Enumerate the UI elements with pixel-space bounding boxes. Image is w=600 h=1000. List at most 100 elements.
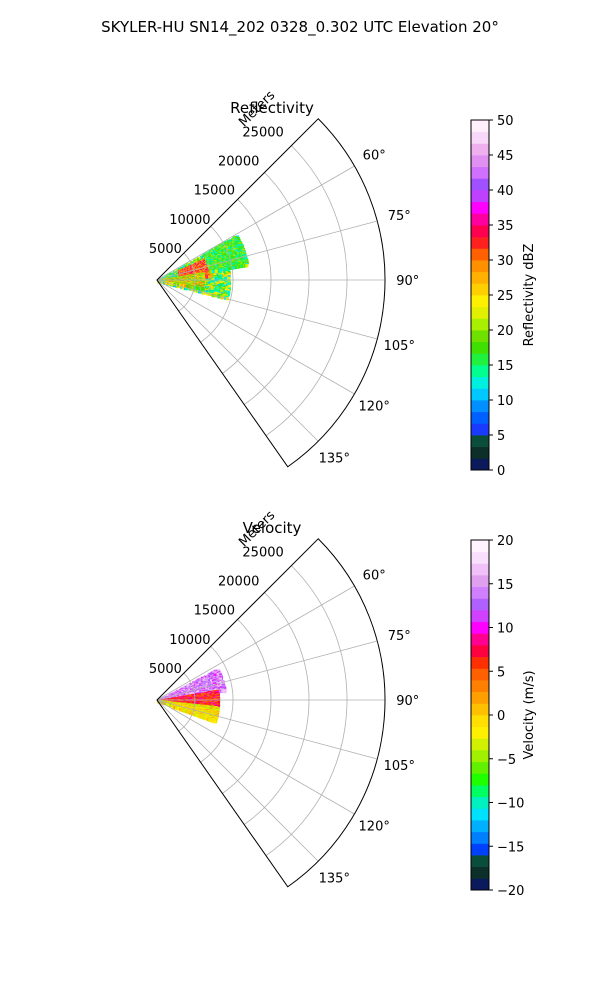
colorbar-swatch — [471, 213, 489, 226]
azimuth-tick-label: 90° — [396, 274, 419, 289]
echo-cell — [195, 289, 200, 293]
echo-cell — [212, 269, 216, 273]
echo-cell — [210, 291, 214, 295]
echo-cell — [220, 283, 224, 287]
colorbar-swatch — [471, 295, 489, 308]
azimuth-gridline — [156, 220, 378, 281]
echo-cell — [225, 245, 229, 249]
echo-cell — [217, 275, 221, 280]
echo-cell — [222, 276, 226, 280]
colorbar-swatch — [471, 166, 489, 179]
range-tick-label: 25000 — [242, 126, 283, 141]
colorbar-swatch — [471, 376, 489, 389]
colorbar-swatch — [471, 341, 489, 354]
echo-cell — [227, 280, 231, 284]
colorbar-swatch — [471, 271, 489, 284]
echo-cell — [213, 280, 217, 284]
range-tick-label: 5000 — [149, 242, 182, 257]
colorbar-swatch — [471, 365, 489, 378]
azimuth-gridline — [156, 165, 355, 281]
echo-cell — [186, 285, 190, 289]
colorbar-swatch — [471, 353, 489, 366]
colorbar-tick-label: 0 — [497, 464, 505, 479]
echo-cell — [215, 269, 219, 273]
figure-title: SKYLER-HU SN14_202 0328_0.302 UTC Elevat… — [101, 18, 499, 37]
echo-cell — [214, 289, 218, 293]
colorbar-tick-label: 15 — [497, 359, 514, 374]
echo-cell — [201, 291, 205, 295]
echo-cell — [196, 258, 201, 262]
echo-cell — [221, 288, 225, 292]
range-ring — [200, 225, 234, 343]
echo-cell — [201, 287, 205, 291]
echo-cell — [207, 275, 212, 279]
echo-cell — [209, 286, 213, 290]
colorbar-swatch — [471, 423, 489, 436]
colorbar-swatch — [471, 236, 489, 249]
azimuth-tick-label: 120° — [359, 399, 390, 414]
echo-cell — [221, 270, 225, 274]
echo-cell — [198, 287, 202, 291]
echo-cell — [211, 285, 215, 289]
range-ring — [243, 172, 310, 405]
sector-frame — [156, 118, 386, 468]
range-tick-label: 20000 — [218, 155, 259, 170]
colorbar-swatch — [471, 143, 489, 156]
colorbar-swatch — [471, 120, 489, 133]
echo-cell — [245, 259, 249, 263]
echo-cell — [211, 282, 215, 286]
echo-cell — [231, 266, 235, 270]
azimuth-gridline — [156, 279, 355, 395]
colorbar-swatch — [471, 330, 489, 343]
echo-cell — [211, 294, 215, 298]
colorbar-swatch — [471, 131, 489, 144]
colorbar-swatch — [471, 248, 489, 261]
echo-cell — [189, 285, 194, 289]
colorbar-swatch — [471, 458, 489, 471]
echo-cell — [185, 287, 189, 291]
echo-cell — [195, 286, 199, 290]
reflectivity-panel: Reflectivity500010000150002000025000Mete… — [149, 88, 537, 479]
echo-cell — [203, 286, 207, 290]
colorbar-tick-label: 10 — [497, 394, 514, 409]
echo-cell — [225, 286, 229, 290]
range-ring — [178, 252, 196, 312]
colorbar-tick-label: 45 — [497, 149, 514, 164]
echo-cell — [226, 267, 230, 271]
echo-cell — [226, 293, 230, 297]
range-tick-label: 15000 — [194, 184, 235, 199]
colorbar-swatch — [471, 388, 489, 401]
echo-cell — [227, 287, 231, 291]
colorbar-tick-label: 25 — [497, 289, 514, 304]
colorbar-tick-label: 50 — [497, 114, 514, 129]
colorbar-swatch — [471, 306, 489, 319]
echo-cell — [226, 269, 231, 273]
echo-cell — [222, 294, 226, 299]
echo-cell — [216, 287, 220, 291]
range-ring — [265, 145, 348, 436]
azimuth-tick-label: 135° — [319, 451, 350, 466]
colorbar-swatch — [471, 178, 489, 191]
colorbar-tick-label: 5 — [497, 429, 505, 444]
echo-cell — [198, 290, 202, 294]
echo-cell — [181, 286, 185, 290]
azimuth-tick-label: 75° — [388, 209, 411, 224]
echo-cell — [220, 290, 224, 294]
colorbar-swatch — [471, 435, 489, 448]
velocity-panel: Velocity500010000150002000025000Meters60… — [149, 508, 537, 899]
azimuth-tick-label: 60° — [363, 149, 386, 164]
panel-title: Velocity — [243, 519, 302, 537]
colorbar-swatch — [471, 283, 489, 296]
colorbar-swatch — [471, 446, 489, 459]
colorbar-tick-label: 30 — [497, 254, 514, 269]
echo-cell — [227, 284, 231, 288]
colorbar-swatch — [471, 318, 489, 331]
echo-cell — [228, 266, 232, 270]
colorbar-tick-label: 35 — [497, 219, 514, 234]
colorbar-swatch — [471, 190, 489, 203]
echo-cell — [245, 264, 249, 268]
colorbar-swatch — [471, 155, 489, 168]
colorbar-swatch — [471, 201, 489, 214]
